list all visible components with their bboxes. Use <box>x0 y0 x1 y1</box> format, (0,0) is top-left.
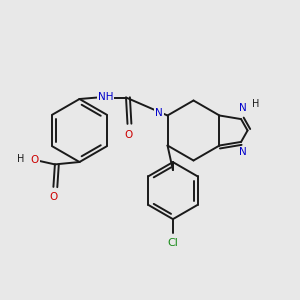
Text: N: N <box>239 103 247 113</box>
Text: N: N <box>239 147 247 158</box>
Text: H: H <box>252 99 259 109</box>
Text: O: O <box>124 130 132 140</box>
Text: NH: NH <box>98 92 113 103</box>
Text: Cl: Cl <box>167 238 178 248</box>
Text: N: N <box>155 107 163 118</box>
Text: O: O <box>50 192 58 203</box>
Text: O: O <box>31 154 39 165</box>
Text: H: H <box>17 154 24 164</box>
